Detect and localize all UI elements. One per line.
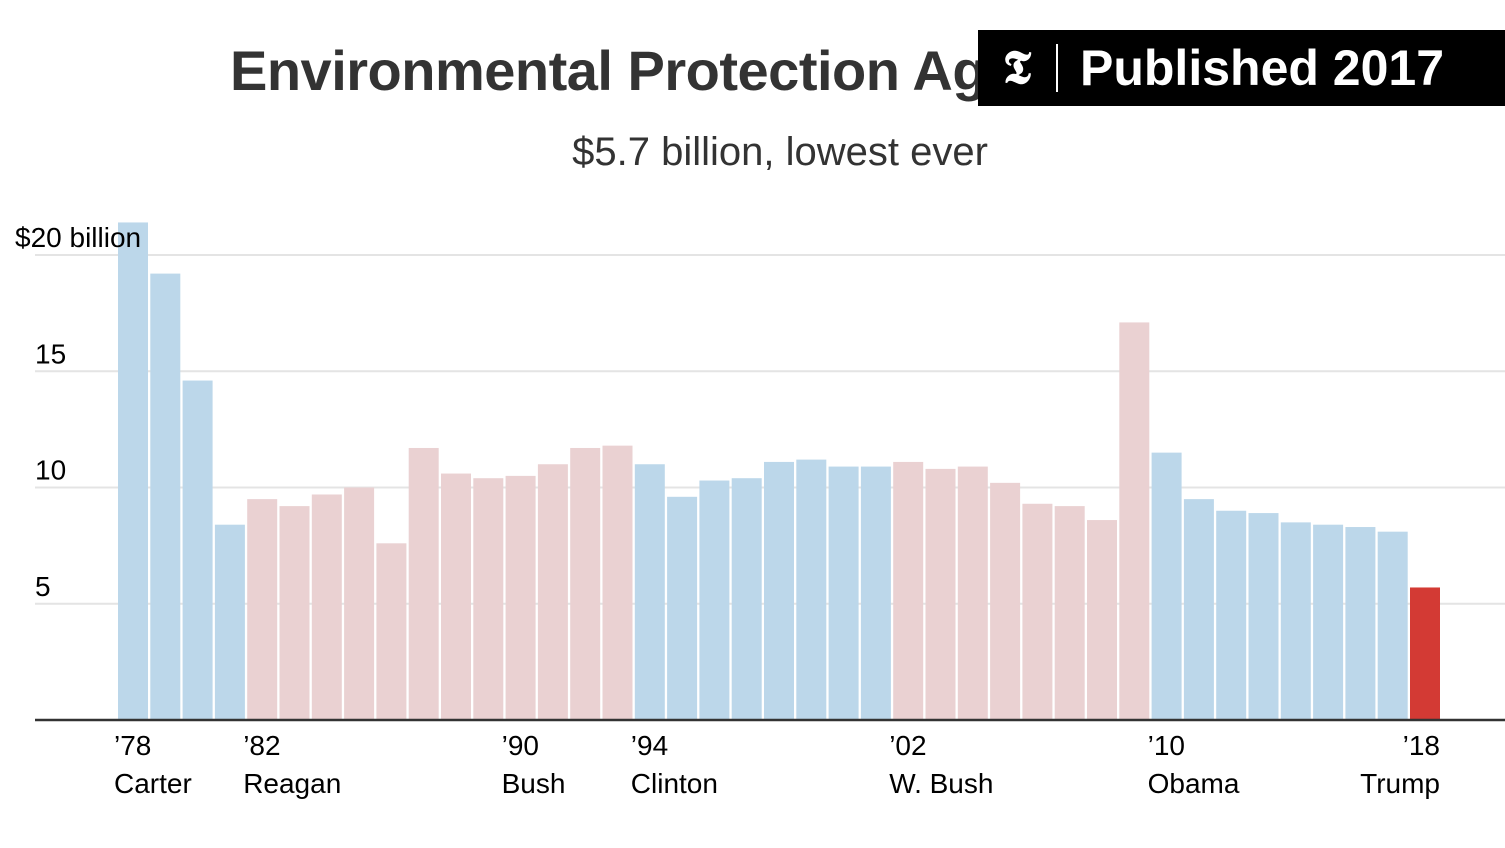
x-president-label: Obama [1148, 768, 1240, 799]
bar-1997 [731, 478, 762, 720]
bar-1995 [667, 496, 698, 720]
bar-2015 [1313, 524, 1344, 720]
y-tick-label: 10 [35, 455, 66, 486]
bar-1978 [118, 222, 148, 720]
bar-2008 [1087, 520, 1117, 720]
bar-1993 [602, 445, 633, 720]
bar-2004 [957, 466, 988, 720]
published-label: Published 2017 [1080, 40, 1445, 96]
x-year-label: ’78 [114, 730, 151, 761]
bar-2010 [1151, 452, 1182, 720]
bar-1981 [214, 524, 245, 720]
x-president-label: Clinton [631, 768, 718, 799]
x-president-label: Bush [502, 768, 566, 799]
x-year-label: ’18 [1403, 730, 1440, 761]
bar-2001 [860, 466, 891, 720]
bar-1980 [182, 380, 213, 720]
x-president-label: W. Bush [889, 768, 993, 799]
bar-2018 [1410, 587, 1440, 720]
x-year-label: ’10 [1148, 730, 1185, 761]
bar-1983 [279, 506, 310, 720]
x-year-label: ’90 [502, 730, 539, 761]
x-president-label: Trump [1360, 768, 1440, 799]
chart-subtitle: $5.7 billion, lowest ever [572, 130, 988, 174]
nyt-logo-icon: 𝕿 [1002, 40, 1032, 94]
x-president-label: Reagan [243, 768, 341, 799]
published-badge: 𝕿 Published 2017 [978, 30, 1505, 106]
bar-1999 [796, 459, 827, 720]
bar-1994 [634, 464, 665, 720]
bar-2005 [990, 482, 1021, 720]
bar-2012 [1216, 510, 1247, 720]
bar-2007 [1054, 506, 1085, 720]
bar-2006 [1022, 503, 1053, 720]
y-tick-label: 5 [35, 571, 51, 602]
bar-1991 [537, 464, 568, 720]
badge-divider [1056, 44, 1058, 92]
bar-1982 [247, 499, 278, 720]
bar-2016 [1345, 527, 1376, 720]
bar-2003 [925, 468, 956, 720]
bar-1988 [441, 473, 471, 720]
x-axis-labels: ’78 ’82 ’90 ’94 ’02 ’10 ’18 Carter Reagan Bush Cli… [114, 730, 1440, 799]
chart-title: Environmental Protection Agency [230, 39, 1112, 102]
x-president-label: Carter [114, 768, 192, 799]
bar-1984 [311, 494, 342, 720]
bar-2017 [1377, 531, 1408, 720]
x-year-label: ’94 [631, 730, 668, 761]
bar-2000 [828, 466, 859, 720]
bar-1986 [376, 543, 407, 720]
bar-1989 [473, 478, 504, 720]
y-tick-label: 15 [35, 338, 66, 369]
x-year-label: ’02 [889, 730, 926, 761]
bar-2002 [893, 461, 924, 720]
x-year-label: ’82 [243, 730, 280, 761]
bar-1987 [408, 447, 439, 720]
y-tick-label: $20 billion [15, 222, 141, 253]
bar-1985 [344, 487, 375, 720]
y-axis-labels: $20 billion 15 10 5 [15, 222, 141, 602]
bar-1990 [505, 475, 536, 720]
bar-2014 [1280, 522, 1311, 720]
bar-1996 [699, 480, 730, 720]
bar-1992 [570, 447, 601, 720]
bar-1998 [764, 461, 794, 720]
bar-2009 [1119, 322, 1150, 720]
bar-1979 [150, 273, 181, 720]
bars [118, 222, 1440, 720]
bar-2013 [1248, 513, 1279, 720]
bar-2011 [1183, 499, 1214, 720]
